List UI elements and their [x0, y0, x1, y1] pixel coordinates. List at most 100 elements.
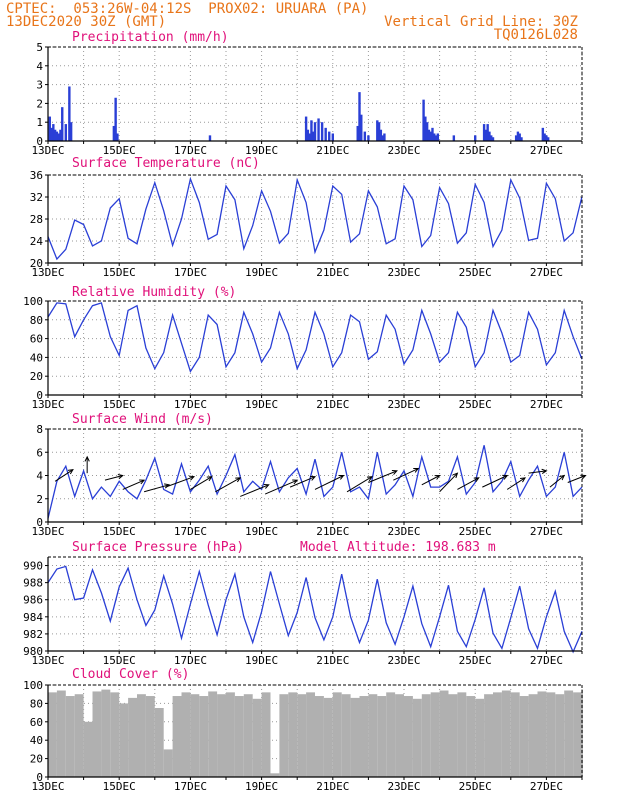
wind-arrowhead	[235, 477, 242, 483]
precip-bar	[429, 131, 432, 141]
x-tick-label: 21DEC	[316, 144, 349, 157]
x-tick-label: 27DEC	[530, 780, 563, 793]
precip-bar	[363, 131, 367, 141]
precip-bar	[48, 116, 51, 141]
cloud-bar	[270, 773, 280, 777]
cloud-bar	[430, 692, 440, 777]
wind-arrowhead	[452, 472, 459, 479]
y-tick-label: 2	[36, 97, 43, 110]
x-tick-label: 15DEC	[103, 144, 136, 157]
x-tick-label: 25DEC	[459, 654, 492, 667]
cloud-bar	[92, 691, 102, 777]
wind-arrowhead	[559, 474, 566, 481]
cloud-bar	[163, 749, 173, 777]
precip-bar	[434, 135, 438, 141]
cloud-bar	[323, 697, 333, 777]
precip-bar	[518, 133, 521, 141]
precip-bar	[358, 92, 361, 141]
wind-line	[47, 445, 583, 519]
y-tick-label: 60	[30, 716, 43, 729]
precip-bar	[541, 127, 545, 141]
cloud-bar	[448, 694, 458, 777]
wind-vector	[190, 476, 213, 490]
wind-arrowhead	[502, 474, 509, 480]
wind-vector	[215, 477, 241, 493]
cloud-bar	[466, 696, 476, 777]
cloud-bar	[234, 696, 244, 777]
x-tick-label: 15DEC	[103, 398, 136, 411]
precip-bar	[57, 133, 60, 141]
precip-bar	[367, 135, 370, 141]
cloud-bar	[350, 697, 360, 777]
y-tick-label: 28	[30, 213, 43, 226]
wind-vector	[421, 475, 440, 486]
y-tick-label: 5	[36, 41, 43, 54]
cloud-bar	[137, 694, 146, 777]
wind-arrowhead	[206, 476, 213, 482]
cloud-bar	[421, 694, 431, 777]
precip-bar	[53, 129, 57, 141]
precip-bar	[516, 131, 520, 141]
precip-bar	[474, 135, 477, 141]
precip-bar	[313, 122, 317, 141]
wind-arrowhead	[541, 468, 548, 475]
cloud-bar	[56, 690, 66, 777]
panel-humidity: 13DEC 15DEC 17DEC 19DEC 21DEC 23DEC 25DEC 27DEC…	[23, 295, 583, 411]
precip-bar	[377, 122, 381, 141]
precip-bar	[436, 133, 440, 141]
cloud-bar	[484, 694, 493, 777]
cloud-bar	[74, 694, 84, 777]
x-tick-label: 17DEC	[174, 654, 207, 667]
wind-arrowhead	[117, 474, 124, 480]
cloud-bar	[306, 692, 315, 777]
y-tick-label: 24	[30, 235, 44, 248]
precip-bar	[69, 122, 73, 141]
precip-bar	[488, 131, 491, 141]
precip-bar	[482, 124, 486, 141]
x-tick-label: 17DEC	[174, 525, 207, 538]
x-tick-label: 13DEC	[31, 525, 64, 538]
cloud-bar	[457, 692, 467, 777]
temperature-line	[47, 176, 583, 261]
precip-bar	[484, 129, 488, 141]
y-tick-label: 980	[23, 645, 43, 658]
cloud-bar	[252, 698, 262, 777]
precip-bar	[490, 135, 493, 141]
y-tick-label: 20	[30, 257, 43, 270]
y-tick-label: 990	[23, 560, 43, 573]
x-tick-label: 23DEC	[387, 525, 420, 538]
precip-bar	[543, 133, 546, 141]
precip-bar	[59, 129, 62, 141]
cloud-bar	[475, 698, 485, 777]
cloud-bar	[412, 698, 422, 777]
cloud-bar	[217, 694, 226, 777]
x-tick-label: 15DEC	[103, 780, 136, 793]
y-tick-label: 80	[30, 314, 43, 327]
x-tick-label: 19DEC	[245, 780, 278, 793]
x-tick-label: 15DEC	[103, 525, 136, 538]
header-grid-note: Vertical Grid Line: 30Z	[384, 14, 578, 30]
precip-bar	[491, 137, 495, 141]
precip-bar	[376, 120, 379, 141]
wind-vector	[264, 479, 298, 495]
cloud-bar	[181, 692, 191, 777]
header-code: TQ0126L028	[493, 27, 578, 43]
panel-cloud-cover: 13DEC 15DEC 17DEC 19DEC 21DEC 23DEC 25DEC 27DEC…	[23, 679, 583, 793]
precip-bar	[545, 135, 548, 141]
y-tick-label: 100	[23, 679, 43, 692]
y-tick-label: 32	[30, 191, 43, 204]
precip-bar	[425, 122, 429, 141]
cloud-bar	[377, 696, 387, 777]
precip-bar	[427, 129, 431, 141]
cloud-bar	[341, 694, 351, 777]
cloud-bar	[119, 703, 129, 777]
cloud-bar	[564, 690, 574, 777]
wind-vector	[368, 470, 398, 483]
precip-bar	[55, 131, 59, 141]
cloud-bar	[172, 696, 182, 777]
panel-title-temperature: Surface Temperature (nC)	[72, 156, 260, 171]
cloud-bar	[582, 689, 583, 777]
precip-bar	[360, 114, 363, 141]
x-tick-label: 23DEC	[387, 398, 420, 411]
cloud-bar	[546, 692, 556, 777]
